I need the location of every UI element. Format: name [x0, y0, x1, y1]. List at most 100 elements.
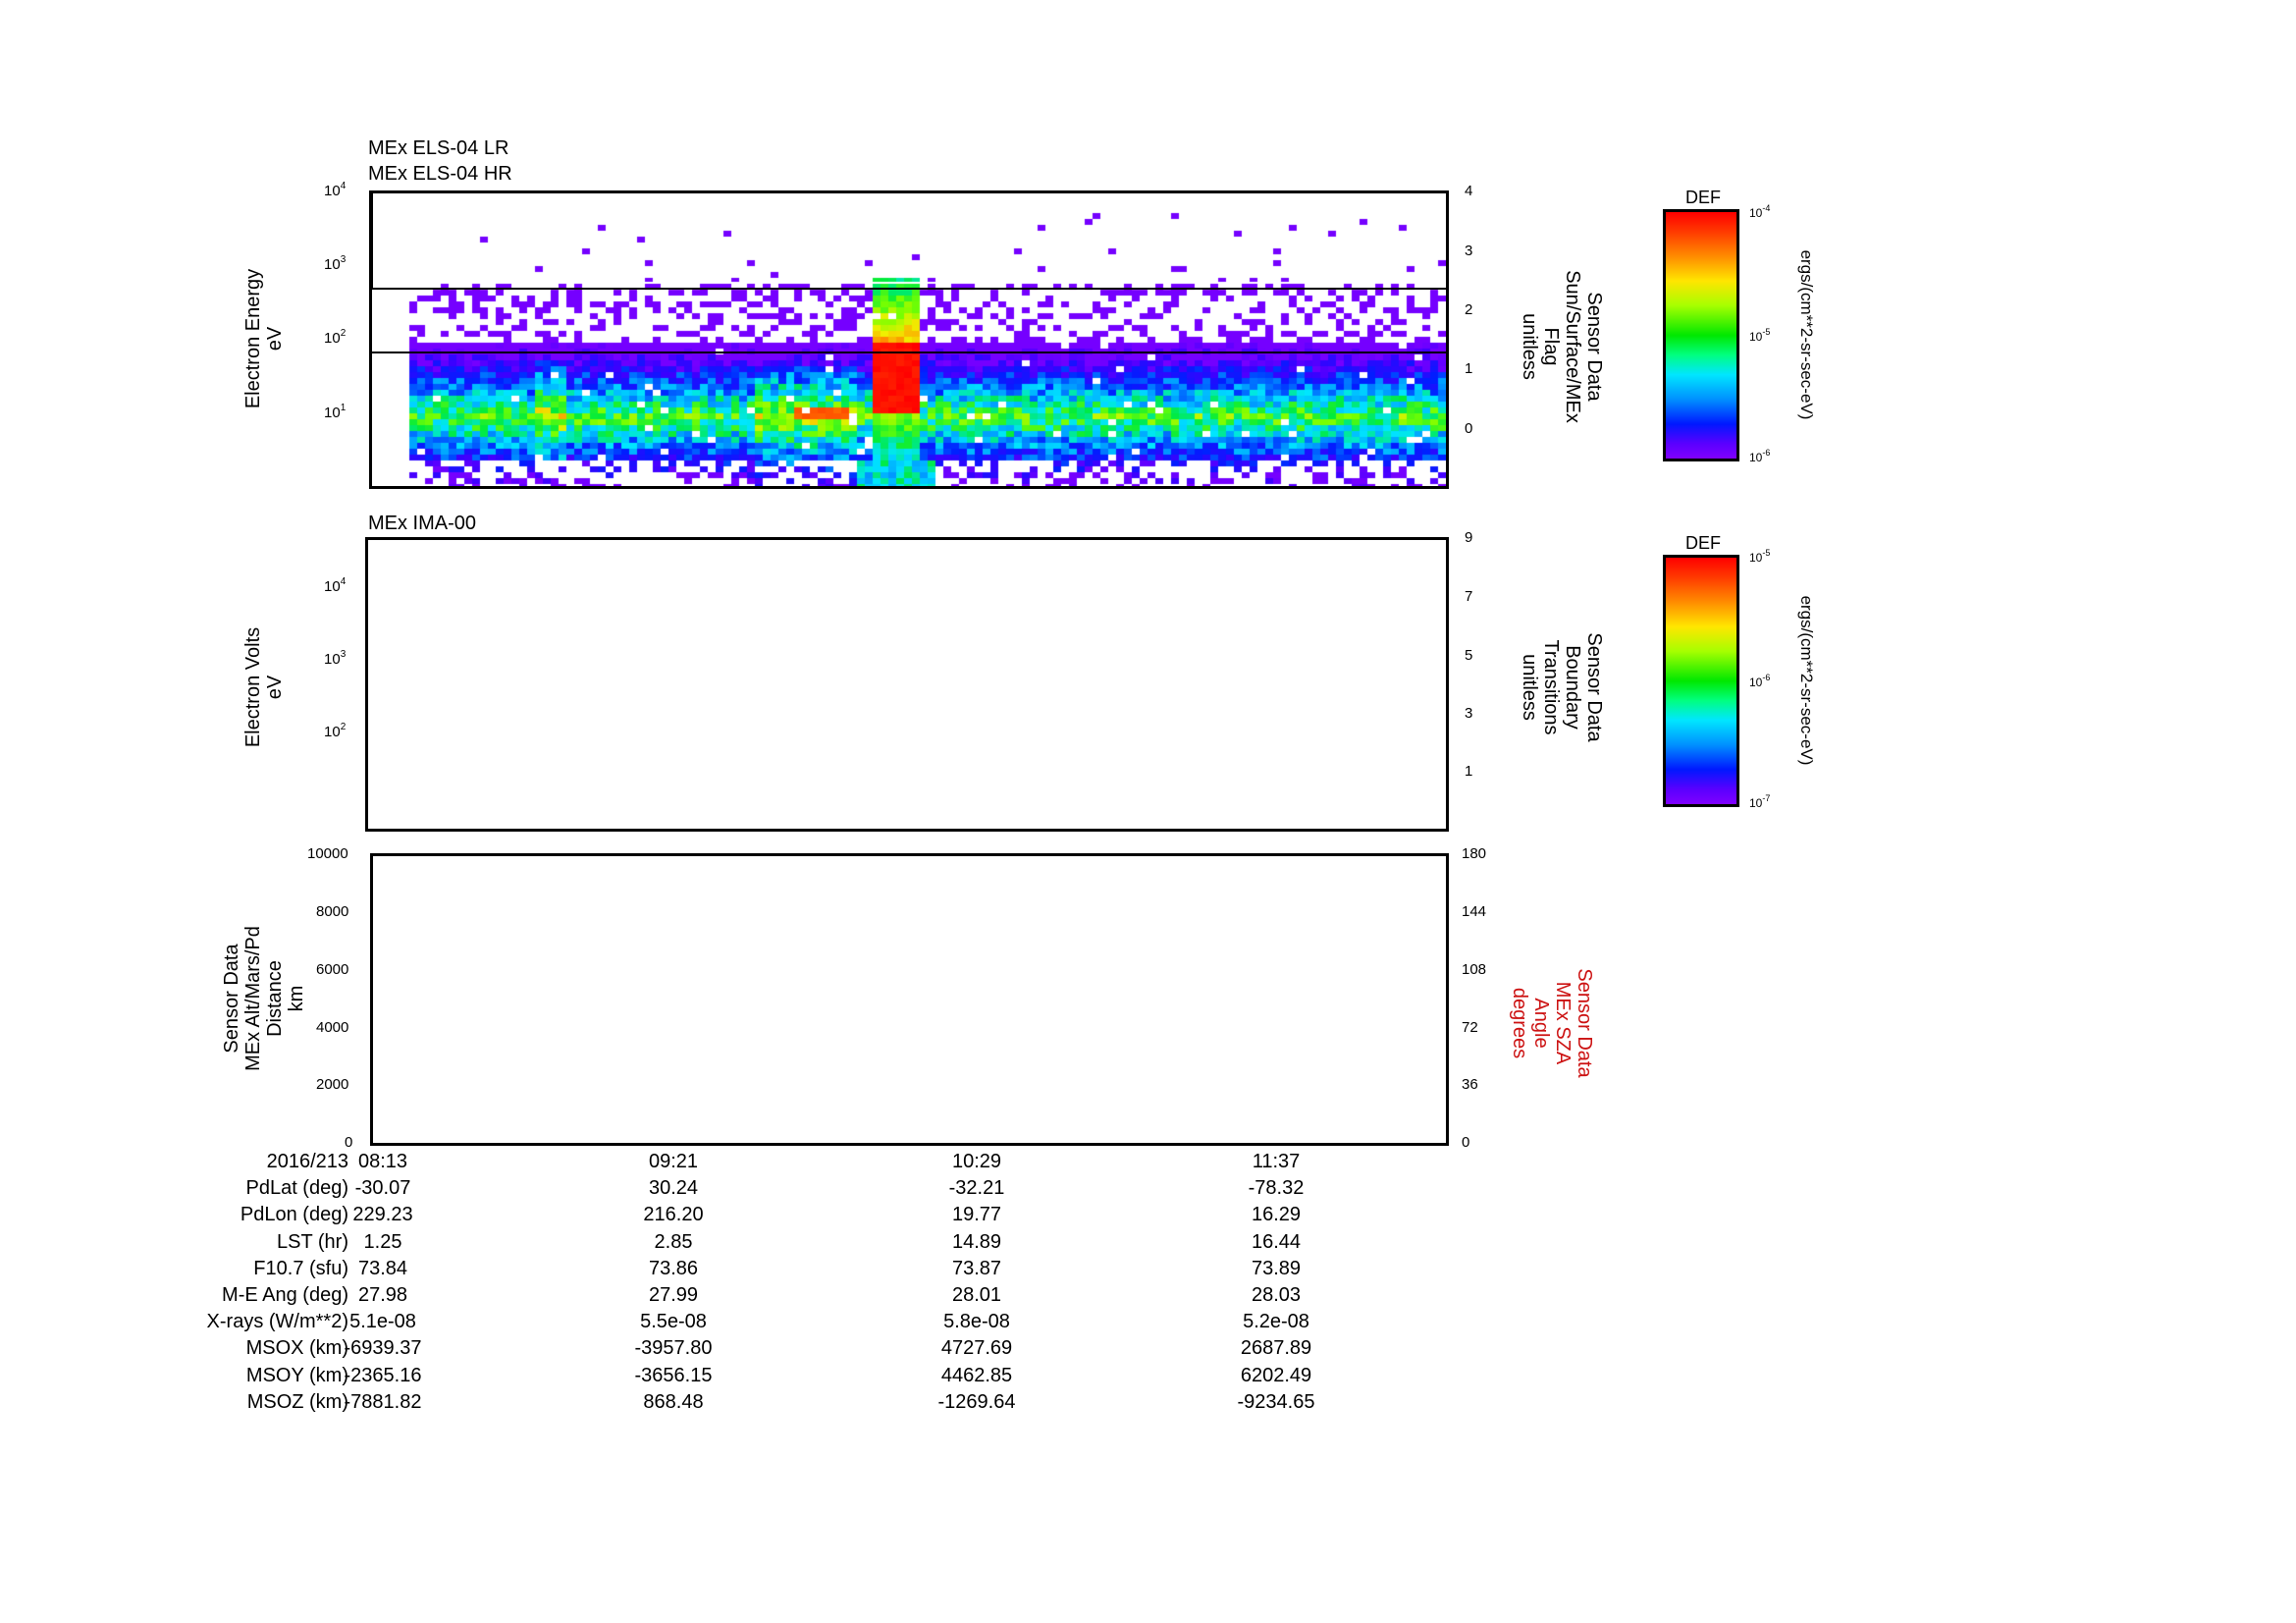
p2-rtick-9: 9 — [1465, 529, 1473, 546]
time-tick-label: 08:13 — [357, 1151, 408, 1172]
ephemeris-value: 19.77 — [951, 1204, 1002, 1226]
p3-ytick-4000: 4000 — [316, 1019, 349, 1036]
ephemeris-label: LST (hr) — [277, 1230, 348, 1253]
ephemeris-value: 5.5e-08 — [640, 1311, 707, 1333]
ephemeris-value: 229.23 — [352, 1204, 413, 1226]
ephemeris-value: -32.21 — [948, 1177, 1005, 1200]
p1-rtick-1: 1 — [1465, 360, 1473, 377]
colorbar2-units: ergs/(cm**2-sr-sec-eV) — [1797, 595, 1816, 766]
colorbar2-tick-bottom: 10-7 — [1749, 793, 1771, 810]
p2-rtick-1: 1 — [1465, 763, 1473, 780]
ephemeris-value: 73.89 — [1251, 1257, 1302, 1279]
ephemeris-value: -30.07 — [354, 1177, 411, 1200]
panel2-right-label: Sensor Data Boundary Transitions unitles… — [1519, 632, 1605, 742]
ephemeris-label: MSOZ (km) — [246, 1390, 348, 1413]
p2-ytick-1e4: 104 — [324, 576, 347, 595]
altitude-sza-lines — [373, 856, 1446, 1143]
ephemeris-value: -7881.82 — [344, 1390, 422, 1413]
p2-ytick-1e3: 103 — [324, 649, 347, 668]
colorbar1-title: DEF — [1685, 188, 1721, 207]
colorbar2 — [1663, 555, 1739, 807]
ephemeris-value: -3957.80 — [634, 1337, 713, 1360]
p3-rtick-36: 36 — [1462, 1076, 1478, 1093]
ephemeris-value: -9234.65 — [1237, 1390, 1315, 1413]
ephemeris-label: PdLat (deg) — [245, 1177, 348, 1200]
ephemeris-value: 5.1e-08 — [349, 1311, 416, 1333]
panel2-axes — [368, 540, 1446, 829]
p1-ytick-1e1: 101 — [324, 403, 347, 421]
p3-rtick-0: 0 — [1462, 1134, 1470, 1151]
p1-ytick-1e3: 103 — [324, 254, 347, 273]
ephemeris-value: 27.99 — [648, 1284, 699, 1306]
colorbar1-tick-bottom: 10-6 — [1749, 448, 1771, 464]
colorbar2-tick-mid: 10-6 — [1749, 673, 1771, 689]
panel3-ylabel: Sensor Data MEx Alt/Mars/Pd Distance km — [221, 926, 307, 1071]
ephemeris-value: -2365.16 — [344, 1364, 422, 1386]
panel1-ylabel: Electron Energy eV — [242, 268, 286, 409]
ephemeris-value: 27.98 — [357, 1284, 408, 1306]
els-spectrogram — [372, 193, 1446, 486]
ephemeris-value: 216.20 — [643, 1204, 704, 1226]
panel2-ylabel: Electron Volts eV — [242, 626, 286, 748]
p3-ytick-8000: 8000 — [316, 903, 349, 920]
ephemeris-value: 73.87 — [951, 1257, 1002, 1279]
p1-rtick-2: 2 — [1465, 301, 1473, 318]
els-spectrogram-panel[interactable] — [369, 190, 1449, 489]
p1-ytick-1e4: 104 — [324, 181, 347, 199]
p2-rtick-5: 5 — [1465, 647, 1473, 664]
time-tick-label: 10:29 — [951, 1151, 1002, 1172]
ephemeris-value: 28.01 — [951, 1284, 1002, 1306]
ephemeris-label: MSOY (km) — [245, 1364, 348, 1386]
ephemeris-value: 73.84 — [357, 1257, 408, 1279]
ephemeris-value: 28.03 — [1251, 1284, 1302, 1306]
ephemeris-label: MSOX (km) — [245, 1337, 348, 1360]
ephemeris-value: -6939.37 — [344, 1337, 422, 1360]
ephemeris-value: -1269.64 — [937, 1390, 1016, 1413]
time-tick-label: 11:37 — [1252, 1151, 1301, 1172]
time-tick-label: 09:21 — [648, 1151, 699, 1172]
colorbar1-tick-mid: 10-5 — [1749, 327, 1771, 344]
p2-ytick-1e2: 102 — [324, 722, 347, 740]
ephemeris-value: -78.32 — [1248, 1177, 1305, 1200]
p1-rtick-0: 0 — [1465, 420, 1473, 437]
p3-ytick-2000: 2000 — [316, 1076, 349, 1093]
altitude-sza-line-panel[interactable] — [370, 853, 1449, 1146]
ephemeris-value: 4727.69 — [940, 1337, 1013, 1360]
ephemeris-value: 2.85 — [654, 1230, 693, 1253]
p3-rtick-180: 180 — [1462, 845, 1487, 862]
colorbar1-tick-top: 10-4 — [1749, 203, 1771, 220]
ephemeris-value: 4462.85 — [940, 1364, 1013, 1386]
p1-rtick-4: 4 — [1465, 183, 1473, 199]
ephemeris-value: 16.44 — [1251, 1230, 1302, 1253]
p2-rtick-3: 3 — [1465, 705, 1473, 722]
p2-rtick-7: 7 — [1465, 588, 1473, 605]
ima-spectrogram-panel[interactable] — [365, 537, 1449, 832]
ima-spectrogram — [368, 540, 1446, 829]
ephemeris-value: 14.89 — [951, 1230, 1002, 1253]
panel1-axes — [371, 193, 1446, 353]
colorbar2-title: DEF — [1685, 533, 1721, 553]
p3-rtick-144: 144 — [1462, 903, 1487, 920]
ephemeris-label: PdLon (deg) — [240, 1204, 348, 1226]
p1-ytick-1e2: 102 — [324, 328, 347, 347]
panel1-title-hr: MEx ELS-04 HR — [368, 163, 512, 185]
p1-rtick-3: 3 — [1465, 243, 1473, 259]
ephemeris-value: 2687.89 — [1240, 1337, 1312, 1360]
ephemeris-value: 73.86 — [648, 1257, 699, 1279]
ephemeris-value: -3656.15 — [634, 1364, 713, 1386]
colorbar1-units: ergs/(cm**2-sr-sec-eV) — [1797, 249, 1816, 420]
p3-ytick-6000: 6000 — [316, 961, 349, 978]
p3-ytick-10000: 10000 — [307, 845, 348, 862]
ephemeris-value: 868.48 — [643, 1390, 704, 1413]
ephemeris-value: 5.8e-08 — [943, 1311, 1010, 1333]
colorbar2-tick-top: 10-5 — [1749, 548, 1771, 565]
panel2-title: MEx IMA-00 — [368, 513, 477, 534]
p3-rtick-72: 72 — [1462, 1019, 1478, 1036]
ephemeris-value: 1.25 — [363, 1230, 402, 1253]
ephemeris-label: F10.7 (sfu) — [253, 1257, 348, 1279]
ephemeris-value: 5.2e-08 — [1243, 1311, 1309, 1333]
ephemeris-label: M-E Ang (deg) — [222, 1284, 348, 1306]
ephemeris-value: 30.24 — [648, 1177, 699, 1200]
ephemeris-value: 16.29 — [1251, 1204, 1302, 1226]
ephemeris-value: 6202.49 — [1240, 1364, 1312, 1386]
